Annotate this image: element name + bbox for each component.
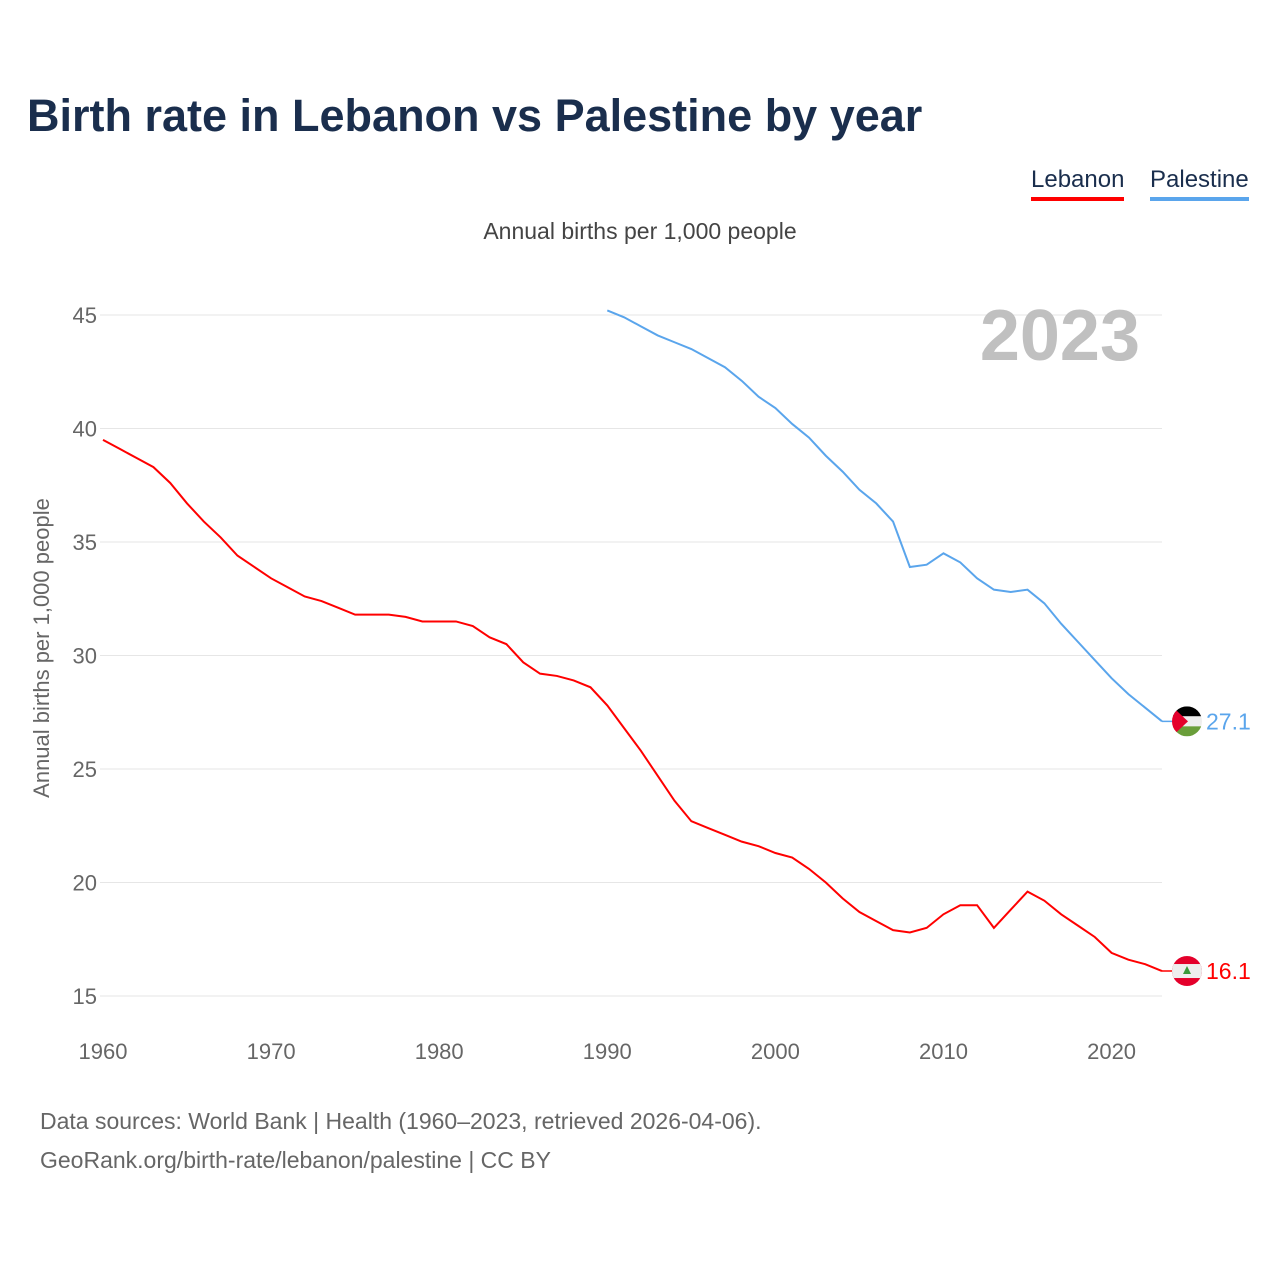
footer-link[interactable]: GeoRank.org/birth-rate/lebanon/palestine… <box>40 1147 551 1173</box>
year-watermark: 2023 <box>980 296 1140 376</box>
y-tick-label: 25 <box>73 757 97 782</box>
x-tick-label: 2000 <box>751 1039 800 1064</box>
end-value-label: 16.1 <box>1206 958 1251 984</box>
x-tick-label: 1980 <box>415 1039 464 1064</box>
series-line-lebanon[interactable] <box>102 438 1163 972</box>
y-tick-label: 40 <box>73 417 97 442</box>
y-tick-label: 35 <box>73 530 97 555</box>
legend-lebanon[interactable]: Lebanon <box>1031 166 1125 201</box>
chart-title: Birth rate in Lebanon vs Palestine by ye… <box>27 90 923 141</box>
legend-palestine[interactable]: Palestine <box>1150 166 1249 201</box>
x-tick-label: 2010 <box>919 1039 968 1064</box>
palestine-flag-icon <box>1172 706 1202 737</box>
y-tick-label: 30 <box>73 644 97 669</box>
footer-sources: Data sources: World Bank | Health (1960–… <box>40 1108 762 1134</box>
y-tick-label: 20 <box>73 871 97 896</box>
x-tick-label: 1990 <box>583 1039 632 1064</box>
x-tick-label: 1970 <box>247 1039 296 1064</box>
y-tick-label: 15 <box>73 984 97 1009</box>
end-value-label: 27.1 <box>1206 708 1251 734</box>
series-line-palestine[interactable] <box>606 309 1163 723</box>
x-tick-label: 2020 <box>1087 1039 1136 1064</box>
y-tick-label: 45 <box>73 303 97 328</box>
x-tick-label: 1960 <box>79 1039 128 1064</box>
lebanon-flag-icon <box>1172 956 1202 987</box>
chart-subtitle: Annual births per 1,000 people <box>483 218 797 244</box>
